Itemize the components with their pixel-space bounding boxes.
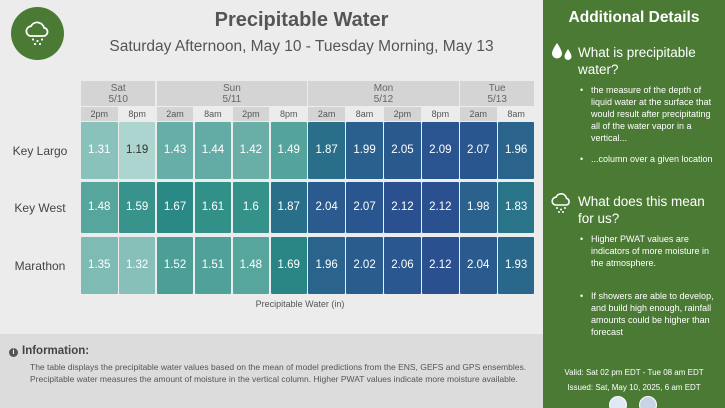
table-cell: 1.59 xyxy=(118,182,156,233)
q2-bullet-2: If showers are able to develop, and buil… xyxy=(580,290,721,338)
sidebar-title: Additional Details xyxy=(568,9,700,26)
table-cell: 1.52 xyxy=(156,237,194,294)
table-cell: 1.44 xyxy=(194,122,232,179)
info-icon: i xyxy=(9,348,18,357)
time-header: 8am xyxy=(497,107,535,121)
table-cell: 1.6 xyxy=(232,182,270,233)
day-header: Mon 5/12 xyxy=(308,81,459,106)
table-cell: 2.09 xyxy=(422,122,459,179)
table-cell: 2.07 xyxy=(346,182,383,233)
time-header: 8pm xyxy=(422,107,459,121)
q1-bullet-2: ...column over a given location xyxy=(580,153,721,165)
time-header: 2pm xyxy=(384,107,421,121)
time-header: 8pm xyxy=(118,107,156,121)
table-cell: 2.04 xyxy=(460,237,497,294)
row-label: Key West xyxy=(14,201,66,215)
table-cell: 2.04 xyxy=(308,182,345,233)
table-cell: 2.05 xyxy=(384,122,421,179)
q2-bullet-1: Higher PWAT values are indicators of mor… xyxy=(580,233,721,269)
table-cell: 2.02 xyxy=(346,237,383,294)
table-cell: 1.98 xyxy=(460,182,497,233)
table-cell: 1.61 xyxy=(194,182,232,233)
table-cell: 1.48 xyxy=(232,237,270,294)
table-cell: 1.99 xyxy=(346,122,383,179)
information-text: The table displays the precipitable wate… xyxy=(30,362,527,384)
table-cell: 1.31 xyxy=(81,122,118,179)
time-header: 2pm xyxy=(81,107,118,121)
question-what-does-this-mean: What does this mean for us? xyxy=(578,194,705,226)
table-cell: 1.35 xyxy=(81,237,118,294)
time-header: 8am xyxy=(346,107,383,121)
table-cell: 1.42 xyxy=(232,122,270,179)
rain-cloud-icon xyxy=(551,193,570,213)
row-label: Marathon xyxy=(14,259,66,273)
day-header: Sat 5/10 xyxy=(81,81,156,106)
table-cell: 1.69 xyxy=(270,237,307,294)
table-cell: 1.83 xyxy=(497,182,535,233)
day-header: Sun 5/11 xyxy=(156,81,307,106)
table-cell: 1.87 xyxy=(308,122,345,179)
main-panel: Precipitable Water Saturday Afternoon, M… xyxy=(0,7,543,408)
time-header: 2am xyxy=(156,107,194,121)
table-cell: 1.48 xyxy=(81,182,118,233)
water-drops-icon xyxy=(552,43,572,60)
time-header: 2am xyxy=(460,107,497,121)
table-cell: 1.93 xyxy=(497,237,535,294)
day-header: Tue 5/13 xyxy=(460,81,535,106)
noaa-logo xyxy=(609,396,627,408)
table-cell: 1.96 xyxy=(308,237,345,294)
time-header: 2pm xyxy=(232,107,270,121)
table-cell: 2.12 xyxy=(422,237,459,294)
time-header: 8am xyxy=(194,107,232,121)
time-header: 8pm xyxy=(270,107,307,121)
row-label: Key Largo xyxy=(12,144,68,158)
table-cell: 1.67 xyxy=(156,182,194,233)
table-cell: 1.32 xyxy=(118,237,156,294)
issued-time: Issued: Sat, May 10, 2025, 6 am EDT xyxy=(567,383,701,392)
page-subtitle: Saturday Afternoon, May 10 - Tuesday Mor… xyxy=(109,38,494,55)
page-title: Precipitable Water xyxy=(214,9,389,31)
logo xyxy=(11,7,64,60)
table-cell: 1.96 xyxy=(497,122,535,179)
q1-bullet-1: the measure of the depth of liquid water… xyxy=(580,84,721,144)
table-cell: 1.49 xyxy=(270,122,307,179)
table-cell: 1.51 xyxy=(194,237,232,294)
information-panel: i Information: The table displays the pre… xyxy=(0,334,543,408)
additional-details-sidebar: Additional Details What is precipitable … xyxy=(543,0,725,408)
valid-time: Valid: Sat 02 pm EDT - Tue 08 am EDT xyxy=(564,368,704,377)
information-heading-text: Information: xyxy=(22,345,90,357)
table-cell: 1.19 xyxy=(118,122,156,179)
nws-logo xyxy=(639,396,657,408)
table-cell: 2.06 xyxy=(384,237,421,294)
table-cell: 2.12 xyxy=(384,182,421,233)
table-cell: 2.12 xyxy=(422,182,459,233)
question-what-is-pwat: What is precipitable water? xyxy=(578,45,696,77)
table-cell: 1.43 xyxy=(156,122,194,179)
table-cell: 1.87 xyxy=(270,182,307,233)
information-heading: i Information: xyxy=(9,345,89,357)
table-cell: 2.07 xyxy=(460,122,497,179)
time-header: 2am xyxy=(308,107,345,121)
rain-cloud-icon xyxy=(25,21,49,46)
table-legend-label: Precipitable Water (in) xyxy=(255,299,345,309)
